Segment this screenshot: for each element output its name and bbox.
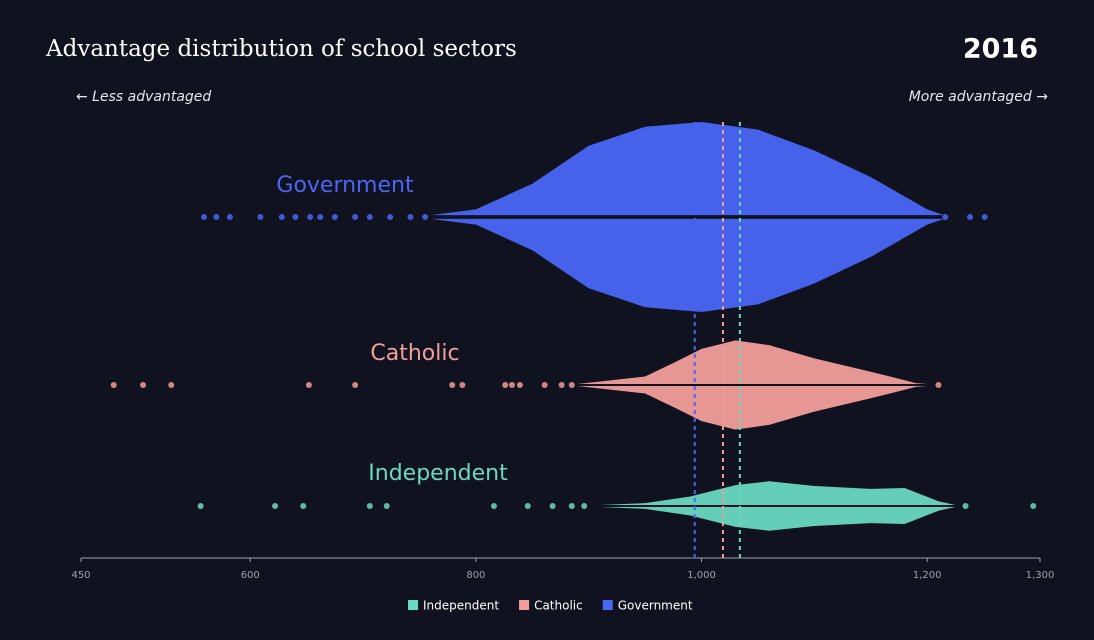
x-tick-label: 1,200 xyxy=(913,570,942,581)
school-dot xyxy=(331,214,338,220)
school-dot xyxy=(197,503,204,509)
school-dot xyxy=(581,503,588,509)
school-dot xyxy=(305,382,312,388)
school-dot xyxy=(490,503,497,509)
x-tick-label: 1,000 xyxy=(687,570,716,581)
distribution-body xyxy=(577,340,928,385)
school-dot xyxy=(568,382,575,388)
x-tick-label: 1,300 xyxy=(1026,570,1055,581)
school-dot xyxy=(981,214,988,220)
school-dot xyxy=(502,382,509,388)
school-dot xyxy=(967,214,974,220)
school-dot xyxy=(422,214,429,220)
school-dot xyxy=(1030,503,1037,509)
school-dot xyxy=(962,503,969,509)
school-dot xyxy=(459,382,466,388)
school-dot xyxy=(508,382,515,388)
legend-swatch xyxy=(519,600,530,610)
x-tick-label: 600 xyxy=(241,570,260,581)
year: 2016 xyxy=(963,34,1038,65)
legend-swatch xyxy=(602,600,613,610)
school-dot xyxy=(558,382,565,388)
school-dot xyxy=(257,214,264,220)
school-dot xyxy=(300,503,307,509)
distribution-body xyxy=(430,218,945,312)
distribution-body xyxy=(577,385,928,430)
school-dot xyxy=(407,214,414,220)
legend-label: Independent xyxy=(423,599,499,613)
distribution-body xyxy=(599,506,956,531)
school-dot xyxy=(200,214,207,220)
school-dot xyxy=(516,382,523,388)
school-dot xyxy=(140,382,147,388)
school-dot xyxy=(168,382,175,388)
school-dot xyxy=(213,214,220,220)
annotation: ← Less advantaged xyxy=(76,89,211,105)
school-dot xyxy=(387,214,394,220)
legend-label: Catholic xyxy=(534,599,583,613)
school-dot xyxy=(110,382,117,388)
school-dot xyxy=(524,503,531,509)
school-dot xyxy=(272,503,279,509)
school-dot xyxy=(568,503,575,509)
school-dot xyxy=(935,382,942,388)
school-dot xyxy=(366,503,373,509)
series-label: Independent xyxy=(368,461,508,486)
x-tick-label: 800 xyxy=(466,570,485,581)
legend-label: Government xyxy=(618,599,693,613)
x-tick-label: 450 xyxy=(71,570,90,581)
school-dot xyxy=(449,382,456,388)
school-dot xyxy=(352,382,359,388)
annotation: More advantaged → xyxy=(909,89,1049,105)
school-dot xyxy=(366,214,373,220)
series-label: Government xyxy=(276,173,414,198)
series-label: Catholic xyxy=(370,341,459,366)
school-dot xyxy=(292,214,299,220)
legend-swatch xyxy=(408,600,418,610)
school-dot xyxy=(317,214,324,220)
chart-title: Advantage distribution of school sectors xyxy=(45,36,517,62)
school-dot xyxy=(549,503,556,509)
school-dot xyxy=(226,214,233,220)
distribution-body xyxy=(430,122,945,216)
school-dot xyxy=(307,214,314,220)
school-dot xyxy=(352,214,359,220)
school-dot xyxy=(541,382,548,388)
school-dot xyxy=(278,214,285,220)
school-dot xyxy=(942,214,949,220)
distribution-body xyxy=(599,481,956,506)
school-dot xyxy=(383,503,390,509)
